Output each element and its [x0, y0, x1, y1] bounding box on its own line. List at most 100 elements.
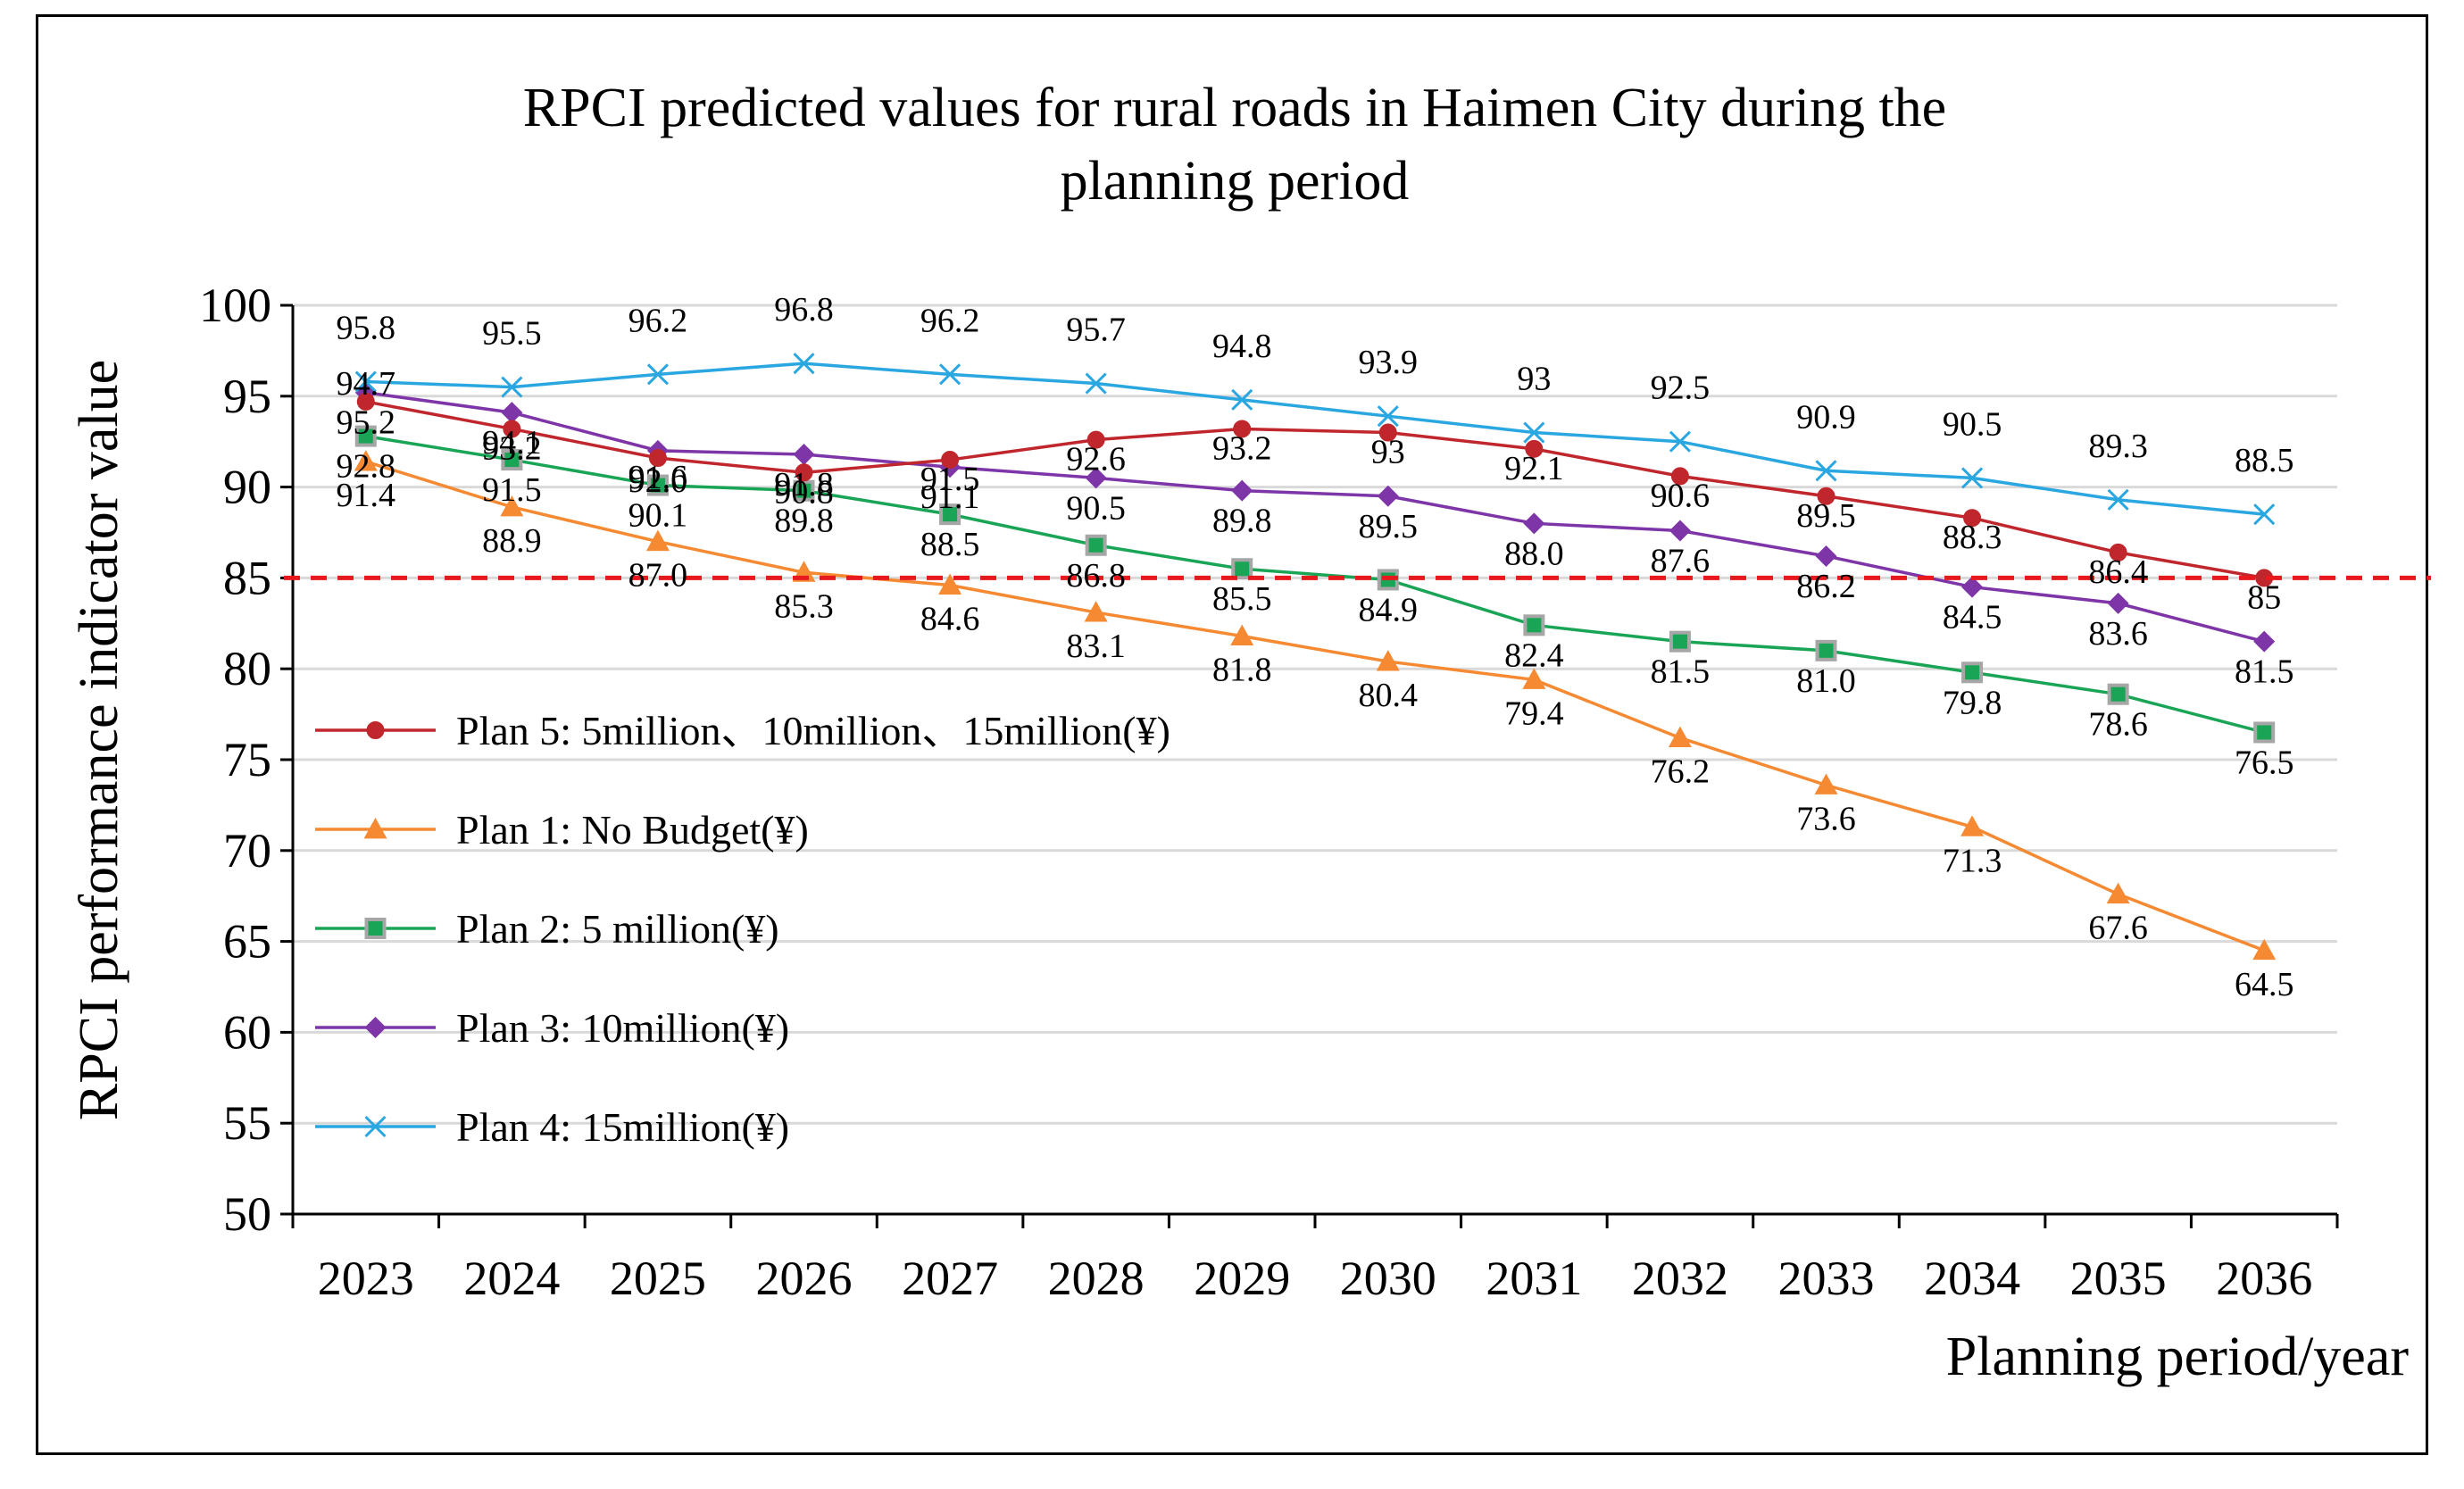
data-point-plan2 — [939, 503, 961, 526]
x-tick-label: 2034 — [1924, 1252, 2020, 1305]
data-label-plan5: 92.6 — [1066, 441, 1126, 478]
data-label-plan3: 81.5 — [2235, 653, 2294, 691]
data-label-plan4: 94.8 — [1212, 328, 1272, 365]
y-tick-label: 80 — [223, 642, 271, 695]
data-point-plan2 — [793, 479, 815, 502]
chart-frame: RPCI predicted values for rural roads in… — [36, 14, 2431, 1455]
data-point-plan3 — [1377, 485, 1399, 507]
data-label-plan3: 87.6 — [1651, 542, 1711, 579]
data-label-plan3: 86.2 — [1796, 568, 1856, 605]
data-point-plan5 — [648, 449, 667, 468]
data-label-plan2: 90.1 — [628, 497, 688, 535]
data-label-plan2: 89.8 — [774, 503, 834, 540]
x-tick-label: 2031 — [1486, 1252, 1582, 1305]
data-point-plan3 — [1523, 512, 1545, 535]
data-point-plan1 — [2106, 882, 2130, 904]
chart-svg: RPCI predicted values for rural roads in… — [69, 78, 2431, 1387]
data-label-plan1: 84.6 — [920, 601, 980, 638]
legend-item-plan1: Plan 1: No Budget(¥) — [315, 807, 809, 853]
chart-title-line-1: RPCI predicted values for rural roads in… — [523, 78, 1946, 138]
legend: Plan 5: 5million、10million、15million(¥) P… — [315, 708, 1170, 1150]
chart-title: RPCI predicted values for rural roads in… — [523, 78, 1946, 212]
data-label-plan2: 88.5 — [920, 526, 980, 563]
legend-label-plan3: Plan 3: 10million(¥) — [456, 1005, 789, 1051]
data-point-plan1 — [1084, 601, 1108, 622]
y-tick-label: 100 — [199, 279, 271, 332]
data-point-plan1 — [938, 573, 962, 595]
data-label-plan5: 93 — [1371, 434, 1405, 471]
series-line-plan2 — [365, 434, 2265, 735]
data-label-plan4: 95.7 — [1066, 312, 1126, 349]
data-label-plan2: 76.5 — [2235, 744, 2294, 781]
data-point-plan5 — [1670, 467, 1689, 486]
data-label-plan3: 91.1 — [920, 478, 980, 516]
x-tick-label: 2023 — [318, 1252, 414, 1305]
data-label-plan3: 90.5 — [1066, 489, 1126, 527]
data-point-plan3 — [2253, 630, 2276, 653]
data-point-plan5 — [941, 451, 960, 470]
data-point-plan1 — [1376, 650, 1400, 671]
data-point-plan4 — [1523, 421, 1545, 444]
data-label-plan4: 92.5 — [1651, 370, 1711, 407]
data-label-plan2: 86.8 — [1066, 557, 1126, 595]
series-plan5 — [356, 392, 2274, 587]
x-tick-label: 2030 — [1340, 1252, 1436, 1305]
data-label-plan3: 92.0 — [628, 462, 688, 500]
data-label-plan3: 91.8 — [774, 466, 834, 503]
data-point-plan4 — [354, 370, 377, 393]
data-point-plan5 — [1086, 430, 1105, 449]
data-label-plan5: 91.6 — [628, 459, 688, 496]
series-plan1 — [354, 450, 2277, 961]
data-label-plan4: 89.3 — [2088, 428, 2148, 465]
data-label-plan3: 88.0 — [1504, 535, 1564, 572]
data-label-plan2: 91.5 — [482, 471, 542, 509]
data-label-plan4: 96.2 — [920, 302, 980, 339]
data-label-plan4: 95.8 — [337, 310, 396, 347]
data-point-plan4 — [939, 363, 961, 386]
data-label-plan5: 92.1 — [1504, 450, 1564, 487]
data-point-plan1 — [1230, 624, 1254, 645]
x-tick-label: 2025 — [610, 1252, 706, 1305]
data-label-plan1: 91.4 — [337, 477, 396, 514]
data-label-plan1: 88.9 — [482, 522, 542, 560]
data-point-plan5 — [2109, 543, 2127, 561]
data-label-plan1: 73.6 — [1796, 801, 1856, 838]
data-point-plan4 — [2253, 503, 2276, 526]
series-line-plan1 — [365, 460, 2265, 952]
data-point-plan2 — [1085, 534, 1107, 556]
data-point-plan2 — [1815, 639, 1837, 661]
data-point-plan4 — [1961, 467, 1984, 489]
data-label-plan5: 94.7 — [337, 365, 396, 403]
data-point-plan5 — [1378, 423, 1397, 442]
data-label-plan4: 96.2 — [628, 302, 688, 339]
data-point-plan1 — [1668, 726, 1692, 747]
axes — [280, 304, 2339, 1228]
data-label-plan4: 93.9 — [1359, 344, 1419, 381]
y-tick-label: 75 — [223, 733, 271, 786]
x-tick-label: 2027 — [902, 1252, 998, 1305]
data-point-plan5 — [1817, 487, 1836, 505]
x-tick-labels: 2023 2024 2025 2026 2027 2028 2029 2030 2031 2032… — [318, 1252, 2312, 1305]
data-label-plan5: 93.2 — [1212, 429, 1272, 467]
data-point-plan3 — [1669, 520, 1691, 542]
data-label-plan1: 67.6 — [2088, 910, 2148, 947]
data-label-plan2: 82.4 — [1504, 636, 1564, 674]
data-label-plan5: 89.5 — [1796, 497, 1856, 535]
series-plan2 — [354, 425, 2276, 744]
chart-title-line-2: planning period — [1061, 151, 1410, 212]
data-label-plan5: 90.8 — [774, 473, 834, 511]
legend-marker-plan2 — [364, 918, 387, 939]
data-point-plan4 — [501, 376, 523, 398]
data-label-plan5: 91.5 — [920, 461, 980, 498]
data-label-plan4: 96.8 — [774, 291, 834, 329]
y-tick-label: 90 — [223, 461, 271, 514]
data-point-plan3 — [1961, 576, 1984, 598]
data-point-plan2 — [646, 474, 669, 496]
data-point-plan3 — [793, 443, 815, 465]
legend-item-plan3: Plan 3: 10million(¥) — [315, 1005, 789, 1051]
data-point-plan4 — [1815, 460, 1837, 482]
data-label-plan1: 83.1 — [1066, 628, 1126, 665]
data-point-plan1 — [500, 495, 524, 517]
x-tick-label: 2036 — [2216, 1252, 2312, 1305]
y-tick-label: 50 — [223, 1187, 271, 1241]
